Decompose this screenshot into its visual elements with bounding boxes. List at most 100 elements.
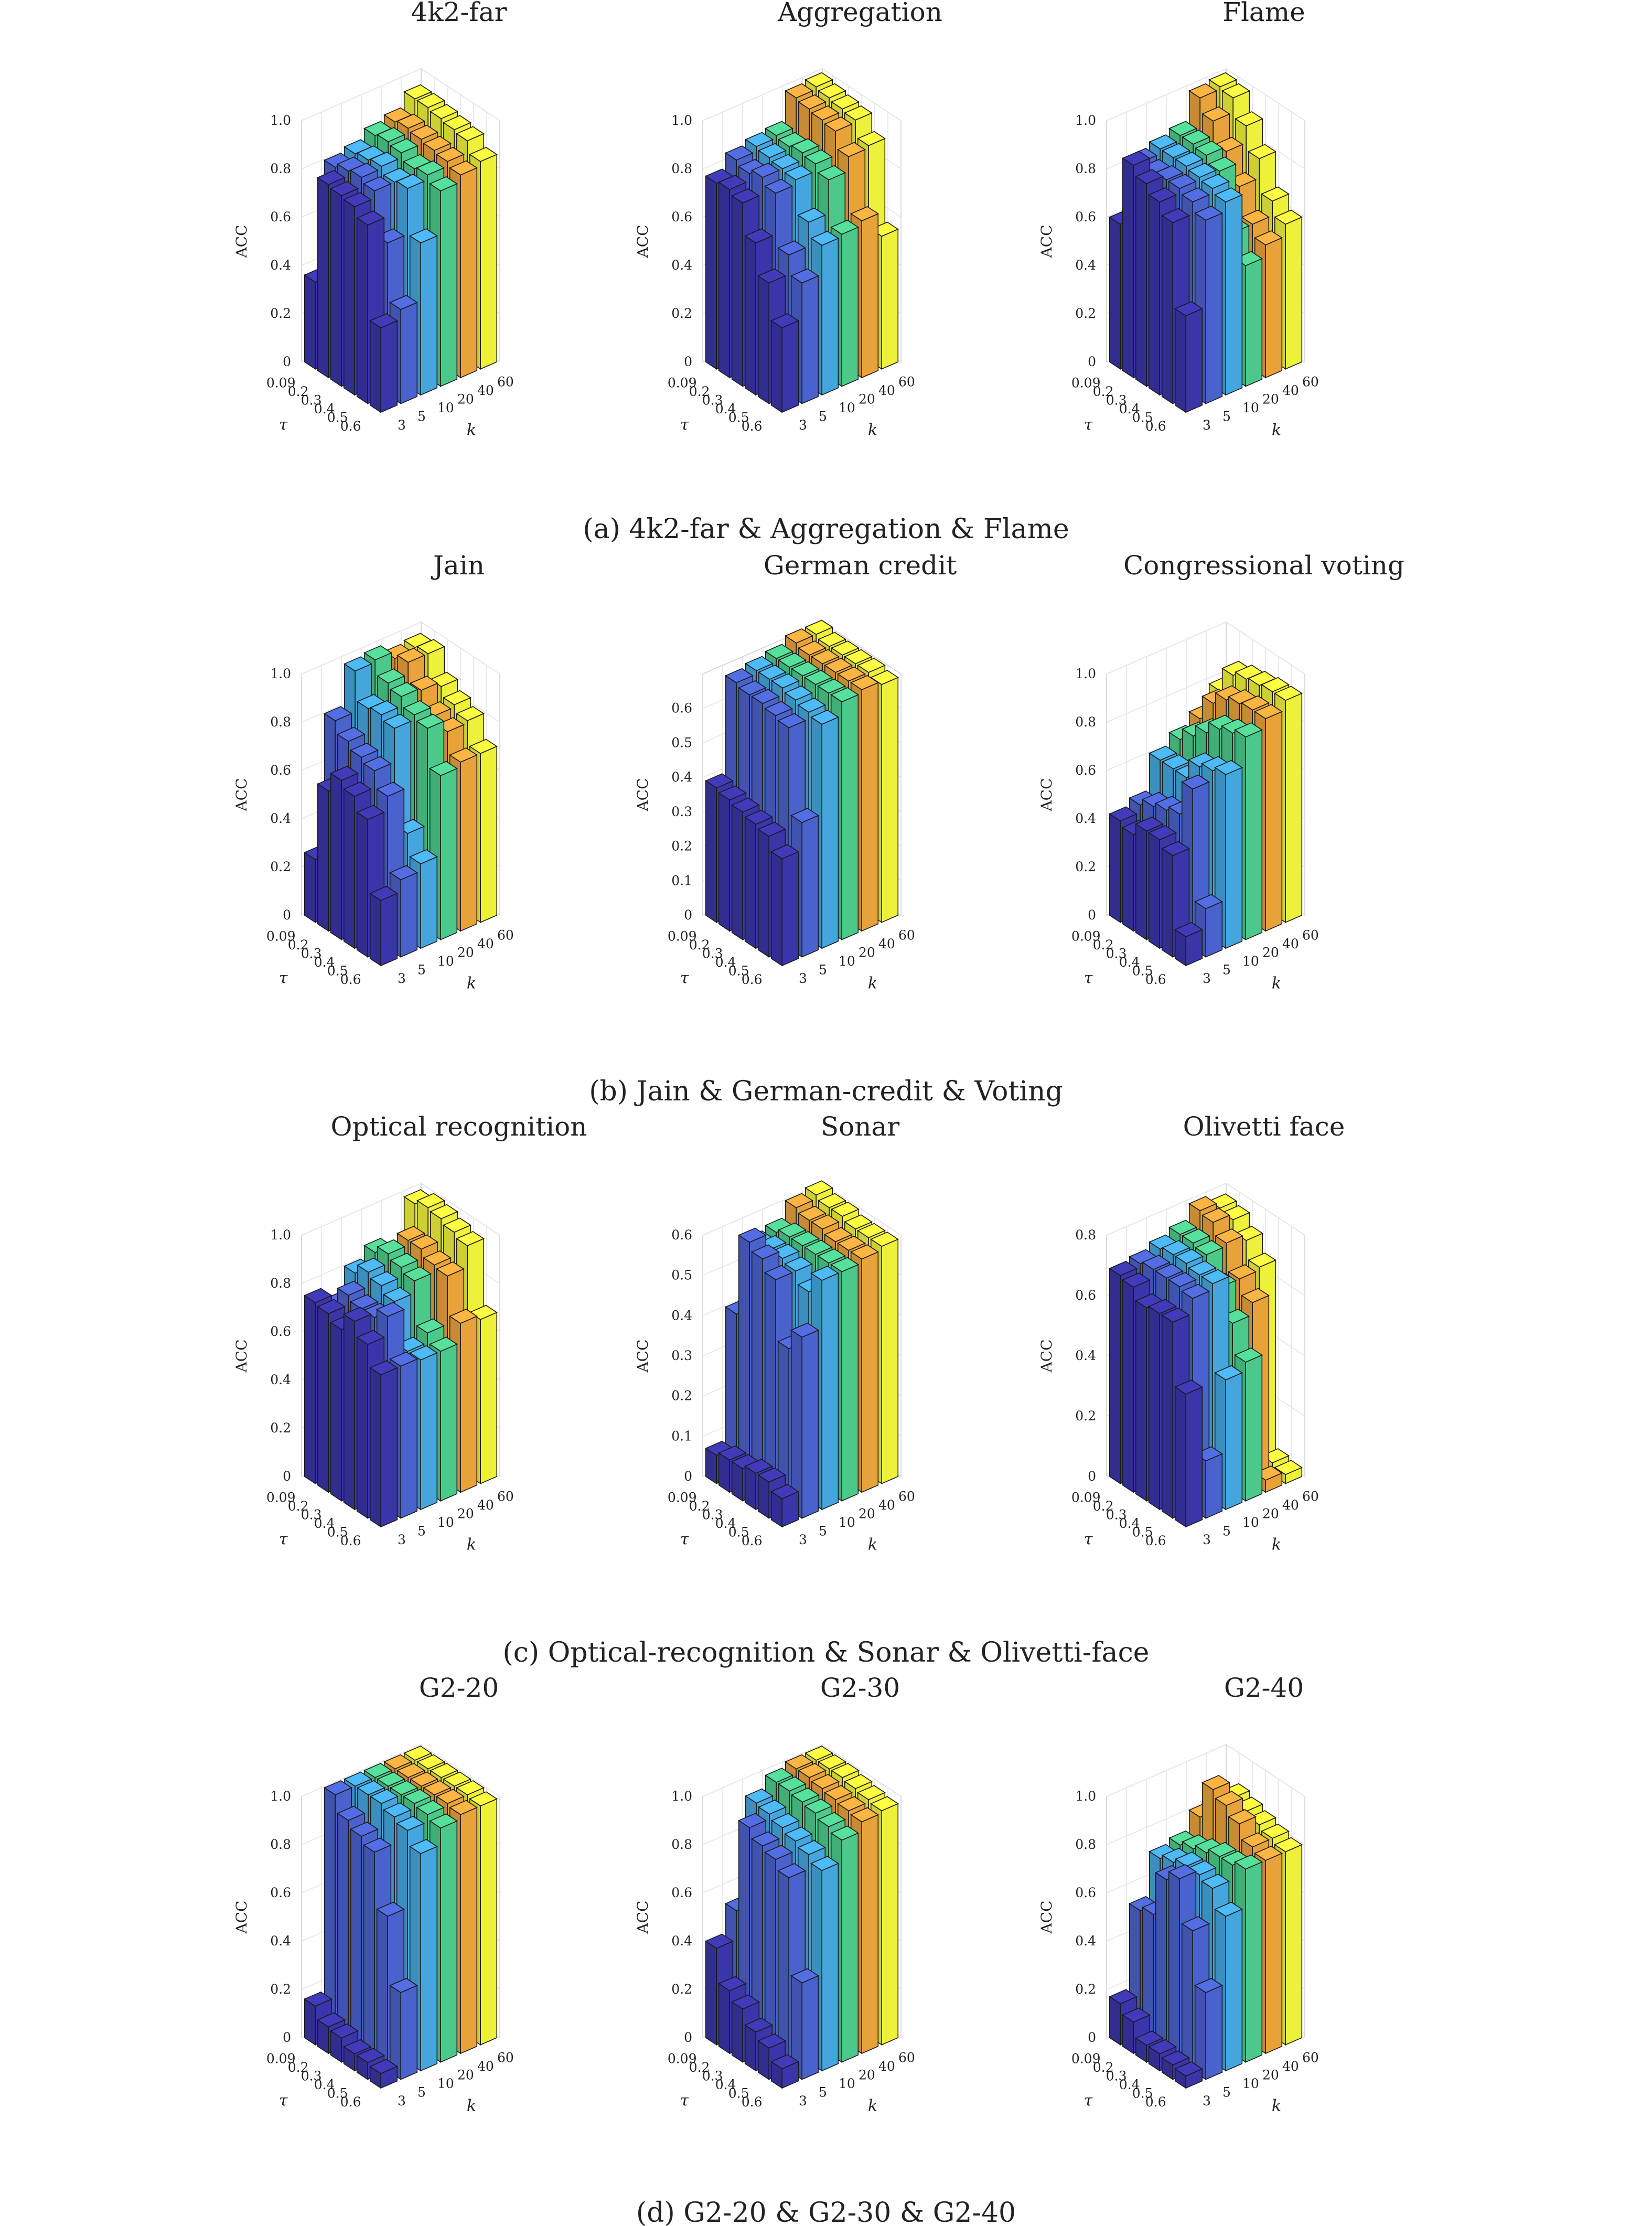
caption-b: (b) Jain & German-credit & Voting [589,1076,1063,1107]
k-tick-label: 20 [859,391,875,406]
bar-face-top [369,885,398,901]
z-tick-label: 0.2 [671,1982,692,1997]
bar-face-front [363,1844,376,2063]
bar-face-side [821,716,839,949]
bar-k5-tau0.6 [1194,1977,1223,2080]
tau-tick-label: 0.09 [668,375,697,390]
bar-face-top [797,207,826,223]
k-tick-label: 10 [437,400,454,415]
bar-face-front [744,235,756,396]
bar-face-front [731,804,743,940]
bar-face-top [1201,1269,1230,1285]
bar-face-side [1285,692,1303,923]
z-tick-label: 0.2 [1075,306,1096,321]
tau-tick-label: 0.6 [340,972,361,987]
bar-face-top [376,1901,405,1917]
k-axis-label: k [1272,2097,1281,2115]
tau-tick-label: 0.5 [728,410,749,425]
bar-face-top [831,1202,860,1217]
bar-face-side [841,1264,859,1502]
k-tick-label: 5 [819,409,827,424]
bar-face-front [1148,832,1160,949]
tau-tick-label: 0.5 [327,2085,348,2101]
k-tick-label: 40 [1282,383,1299,398]
tau-axis-label: τ [1084,2092,1093,2110]
k-tick-label: 60 [1302,1489,1319,1504]
bar-face-top [837,1235,866,1251]
tau-tick-label: 0.3 [301,392,322,408]
k-tick-label: 40 [878,383,895,398]
bar-face-top [370,1789,399,1804]
bar-face-top [356,2048,385,2063]
bar-face-top [1162,1240,1190,1256]
chart-5: Congressional voting 0 0.2 0.4 0.6 0.8 1.0 ACC 0… [1038,550,1404,993]
bar-face-top [1168,1219,1197,1235]
bar-face-top [1241,1288,1270,1303]
bar-face-top [1234,1854,1263,1870]
bar-face-top [1142,1255,1171,1270]
bar-face-front [1161,848,1173,958]
bar-face-top [370,152,399,167]
k-tick-label: 10 [1242,400,1259,415]
bar-face-top [1161,1307,1190,1323]
bar-face-top [1149,745,1177,761]
bar-face-top [751,163,780,178]
k-tick-label: 3 [398,418,406,433]
k-tick-label: 5 [417,2084,426,2100]
bar-face-top [1254,1846,1283,1861]
bar-face-top [1261,186,1290,202]
bar-face-top [363,1837,392,1853]
bar-face-top [456,126,485,142]
bar-face-front [337,1812,349,2046]
bar-face-side [400,1985,418,2080]
chart-title: Aggregation [777,0,942,27]
bar-face-top [1234,1347,1263,1363]
bar-face-side [460,1806,478,2054]
bar-face-top [804,1239,833,1255]
bar-face-top [1181,1916,1210,1932]
tau-tick-label: 0.5 [1132,963,1153,978]
tau-tick-label: 0.4 [314,401,335,416]
bar-face-front [317,1305,329,1493]
bar-face-top [337,726,366,742]
bar-k3-tau0.6 [1174,1379,1203,1528]
bar-face-top [430,104,458,120]
tau-tick-label: 0.3 [702,946,723,961]
bar-face-top [857,658,886,673]
chart-4: German credit00.10.20.30.40.50.6ACC0.090… [634,550,957,993]
k-tick-label: 60 [898,927,915,943]
bar-face-side [881,1238,899,1484]
bar-face-top [811,1774,840,1790]
bar-k3-tau0.5 [1161,2050,1190,2080]
tau-tick-label: 0.5 [728,1524,749,1539]
bar-face-top [1214,759,1243,775]
k-tick-label: 10 [1242,1515,1259,1530]
z-tick-label: 0.2 [671,1388,692,1404]
z-axis-label: ACC [1038,1900,1055,1934]
z-tick-label: 0.4 [270,811,291,826]
bar-face-side [781,320,799,413]
tau-tick-label: 0.6 [1145,419,1166,434]
tau-tick-label: 0.5 [728,963,749,978]
bar-face-top [369,1360,398,1376]
bar-face-top [449,160,478,176]
k-tick-label: 20 [457,391,474,406]
bar-face-side [1205,1453,1223,1519]
bar-face-top [356,210,385,226]
bar-face-top [1194,205,1223,221]
bar-face-top [744,228,773,244]
bar-face-top [410,1234,438,1250]
tau-tick-label: 0.09 [668,2051,697,2066]
bar-face-top [1174,922,1203,937]
z-tick-label: 0 [1088,2030,1096,2045]
bar-face-top [429,176,458,191]
k-axis-label: k [868,2097,877,2115]
z-tick-label: 0.6 [270,1324,291,1339]
bar-face-top [770,1484,799,1500]
z-tick-label: 0.6 [671,209,692,224]
chart-11: G2-4000.20.40.60.81.0ACC0.090.20.30.40.5… [1038,1673,1319,2115]
bar-face-top [403,1266,432,1282]
bar-face-top [1228,1809,1257,1825]
bar-face-top [1248,144,1276,159]
